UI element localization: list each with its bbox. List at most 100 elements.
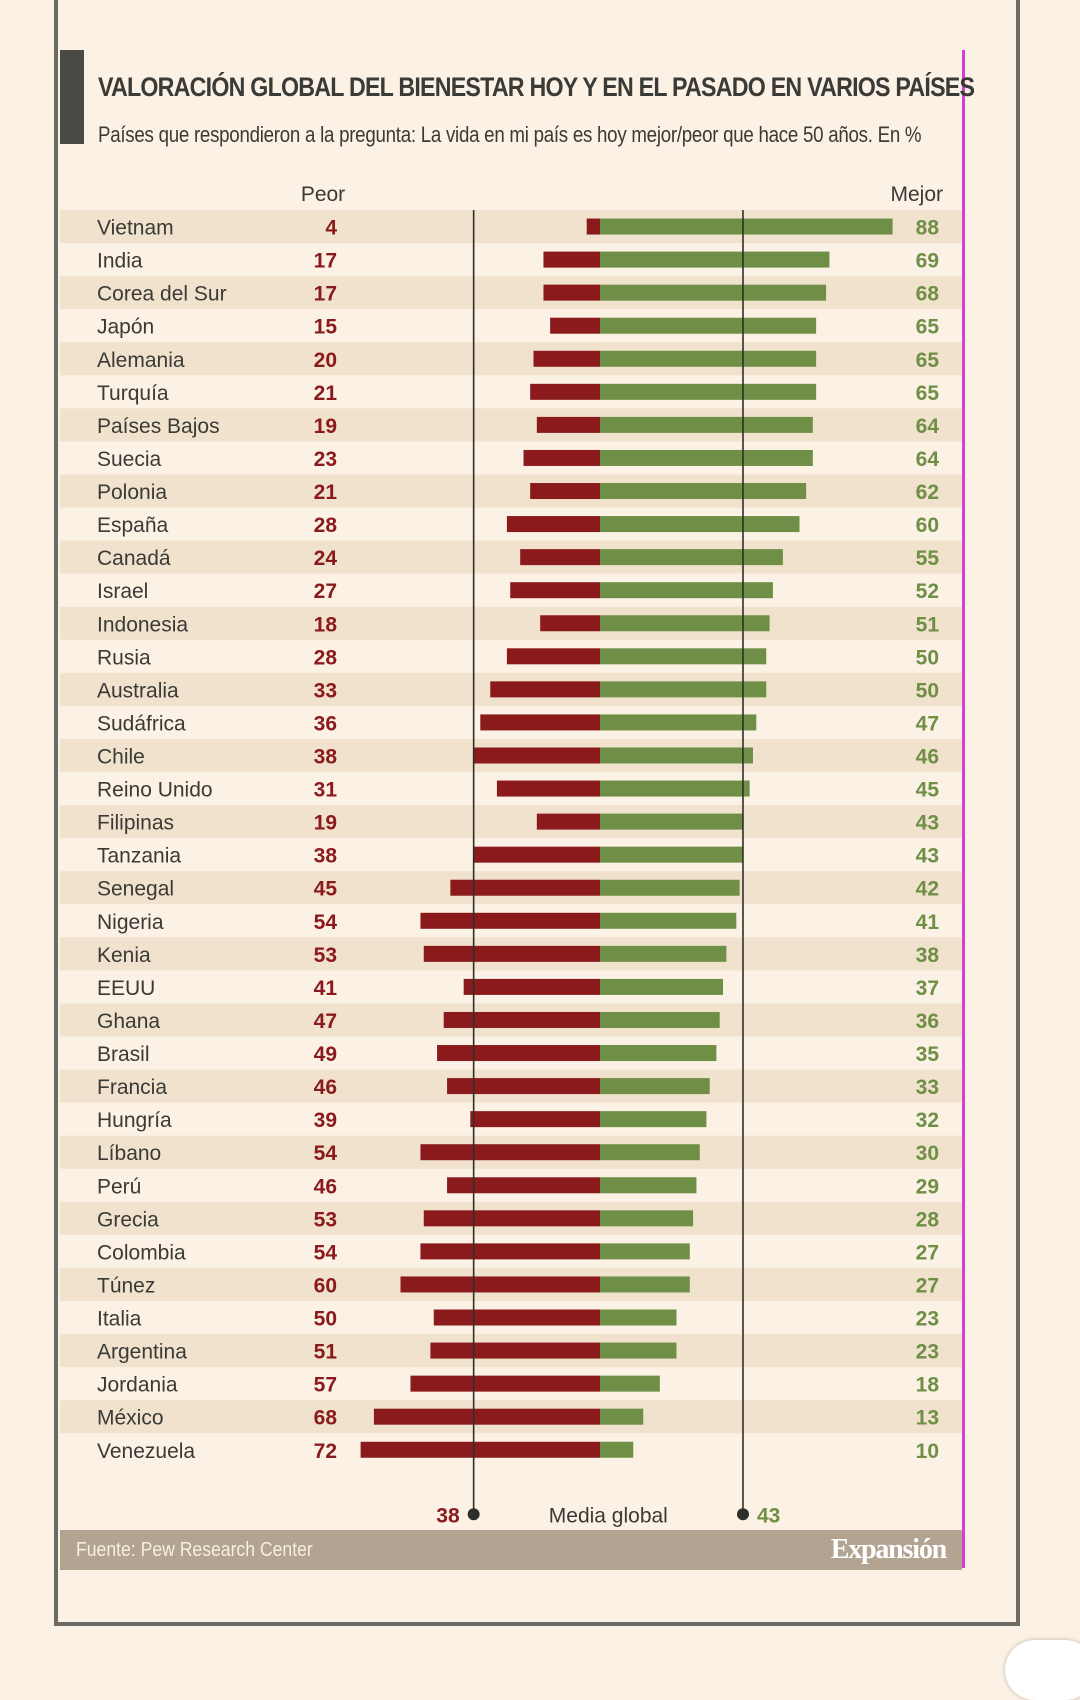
bar-worse	[510, 582, 600, 599]
scroll-widget[interactable]	[1005, 1640, 1080, 1700]
value-worse: 60	[314, 1274, 337, 1297]
value-better: 23	[916, 1341, 939, 1364]
value-worse: 38	[314, 845, 338, 868]
country-label: Perú	[97, 1175, 141, 1198]
bar-worse	[520, 549, 600, 566]
value-worse: 46	[314, 1175, 337, 1198]
row-band	[60, 342, 962, 376]
bar-worse	[360, 1441, 600, 1458]
country-label: Polonia	[97, 481, 167, 504]
value-worse: 28	[314, 514, 338, 537]
value-worse: 21	[314, 481, 338, 504]
bar-worse	[540, 615, 600, 632]
row-band	[60, 540, 962, 574]
value-better: 60	[916, 514, 939, 537]
value-better: 62	[916, 481, 939, 504]
value-worse: 53	[314, 944, 337, 967]
value-worse: 23	[314, 448, 337, 471]
bar-worse	[536, 416, 600, 433]
bar-worse	[533, 350, 600, 367]
value-better: 23	[916, 1308, 939, 1331]
country-label: Ghana	[97, 1010, 160, 1033]
value-worse: 21	[314, 382, 338, 405]
bar-worse	[523, 449, 600, 466]
bar-worse	[530, 483, 600, 500]
bar-better	[600, 1243, 690, 1260]
value-better: 27	[916, 1241, 939, 1264]
country-label: Líbano	[97, 1142, 161, 1165]
value-better: 37	[916, 977, 939, 1000]
country-label: Turquía	[97, 382, 169, 405]
bar-worse	[543, 284, 600, 301]
value-better: 65	[916, 349, 940, 372]
bar-better	[600, 416, 813, 433]
bar-better	[600, 317, 817, 334]
bar-better	[600, 879, 740, 896]
bar-worse	[410, 1375, 600, 1392]
source-note: Fuente: Pew Research Center	[76, 1539, 313, 1561]
bar-better	[600, 1441, 634, 1458]
bar-better	[600, 383, 817, 400]
footer-bar: Fuente: Pew Research Center Expansión	[60, 1530, 962, 1570]
bar-better	[600, 747, 753, 764]
country-label: Reino Unido	[97, 779, 213, 802]
value-worse: 19	[314, 415, 337, 438]
bar-worse	[463, 978, 600, 995]
bar-worse	[530, 383, 600, 400]
value-better: 51	[916, 613, 940, 636]
value-worse: 50	[314, 1308, 337, 1331]
country-label: Italia	[97, 1308, 142, 1331]
bar-better	[600, 1375, 660, 1392]
value-better: 50	[916, 679, 939, 702]
bar-worse	[450, 879, 600, 896]
country-label: Filipinas	[97, 812, 174, 835]
country-label: Australia	[97, 679, 179, 702]
country-label: Venezuela	[97, 1440, 195, 1463]
value-worse: 45	[314, 878, 338, 901]
bar-worse	[400, 1276, 600, 1293]
value-worse: 28	[314, 646, 338, 669]
value-better: 10	[916, 1440, 939, 1463]
bar-worse	[447, 1078, 600, 1095]
bar-worse	[433, 1309, 600, 1326]
right-edge-line	[962, 50, 965, 1568]
value-worse: 41	[314, 977, 338, 1000]
value-better: 28	[916, 1208, 940, 1231]
bar-worse	[423, 945, 600, 962]
value-better: 65	[916, 316, 940, 339]
value-worse: 24	[314, 547, 338, 570]
chart-title: VALORACIÓN GLOBAL DEL BIENESTAR HOY Y EN…	[98, 72, 975, 102]
country-label: Alemania	[97, 349, 185, 372]
bar-better	[600, 1342, 677, 1359]
value-worse: 18	[314, 613, 338, 636]
country-label: EEUU	[97, 977, 155, 1000]
value-better: 35	[916, 1043, 940, 1066]
value-better: 30	[916, 1142, 939, 1165]
bar-worse	[470, 1111, 600, 1128]
value-better: 33	[916, 1076, 939, 1099]
value-worse: 72	[314, 1440, 337, 1463]
country-label: Corea del Sur	[97, 283, 227, 306]
value-worse: 57	[314, 1374, 337, 1397]
bar-better	[600, 1309, 677, 1326]
bar-better	[600, 945, 727, 962]
title-accent-bar	[60, 50, 84, 144]
row-band	[60, 606, 962, 640]
value-better: 43	[916, 845, 939, 868]
value-better: 41	[916, 911, 940, 934]
bar-worse	[536, 813, 600, 830]
bar-better	[600, 1078, 710, 1095]
bar-worse	[443, 1011, 600, 1028]
bar-better	[600, 1408, 644, 1425]
bar-worse	[430, 1342, 600, 1359]
value-worse: 17	[314, 250, 337, 273]
value-worse: 36	[314, 712, 337, 735]
country-label: Países Bajos	[97, 415, 220, 438]
value-better: 45	[916, 779, 940, 802]
country-label: Brasil	[97, 1043, 150, 1066]
bar-better	[600, 483, 807, 500]
bar-worse	[473, 747, 600, 764]
country-label: Sudáfrica	[97, 712, 186, 735]
value-worse: 4	[325, 217, 337, 240]
value-better: 43	[916, 812, 939, 835]
